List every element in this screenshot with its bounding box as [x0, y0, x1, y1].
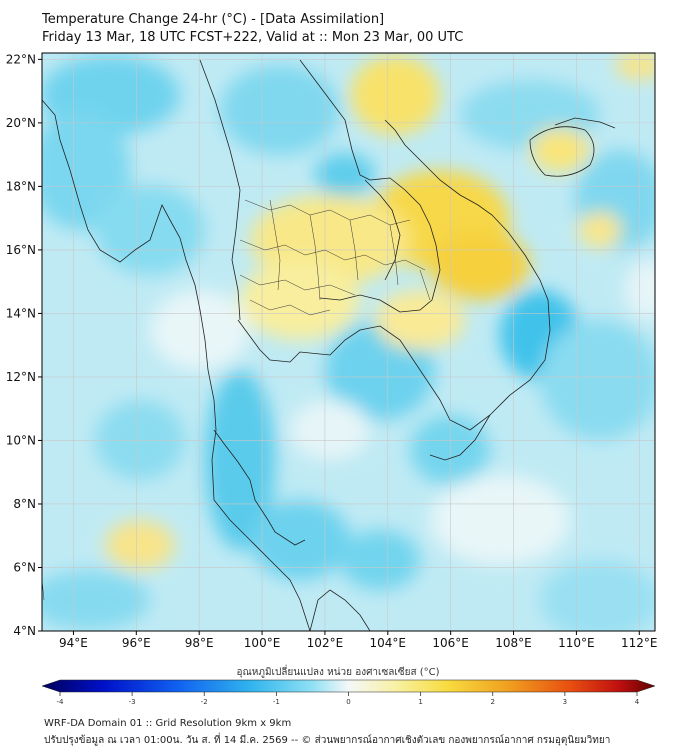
map-title: Temperature Change 24-hr (°C) - [Data As… [42, 12, 385, 27]
lon-tick-label: 100°E [244, 636, 281, 650]
colorbar-ticks: -4 -3 -2 -1 0 1 2 3 4 [57, 692, 640, 706]
colorbar-tick-label: -1 [273, 698, 280, 706]
lat-tick-label: 14°N [6, 306, 36, 320]
lon-tick-label: 106°E [432, 636, 469, 650]
coastlines-borders [42, 59, 616, 631]
footer-model-info: WRF-DA Domain 01 :: Grid Resolution 9km … [44, 718, 292, 729]
colorbar-tick-label: -4 [57, 698, 65, 706]
colorbar-tick-label: 0 [346, 698, 350, 706]
lon-tick-label: 112°E [621, 636, 658, 650]
lat-tick-label: 18°N [6, 179, 36, 193]
lon-tick-label: 96°E [122, 636, 151, 650]
lat-tick-label: 16°N [6, 243, 36, 257]
lon-tick-label: 110°E [558, 636, 595, 650]
lat-tick-label: 12°N [6, 370, 36, 384]
lon-tick-label: 102°E [307, 636, 344, 650]
colorbar-tick-label: 1 [418, 698, 422, 706]
province-borders [42, 199, 431, 601]
temperature-field [42, 53, 655, 631]
colorbar-tick-label: 4 [635, 698, 640, 706]
lon-tick-label: 108°E [495, 636, 532, 650]
lon-tick-label: 98°E [185, 636, 214, 650]
lat-tick-label: 6°N [13, 560, 36, 574]
lat-tick-label: 8°N [13, 497, 36, 511]
graticule [42, 53, 655, 631]
colorbar-tick-label: -3 [129, 698, 136, 706]
lat-tick-label: 22°N [6, 52, 36, 66]
lat-tick-label: 4°N [13, 624, 36, 638]
colorbar-label: อุณหภูมิเปลี่ยนแปลง หน่วย องศาเซลเซียส (… [236, 667, 440, 678]
map-subtitle: Friday 13 Mar, 18 UTC FCST+222, Valid at… [42, 30, 464, 45]
lon-tick-label: 104°E [370, 636, 407, 650]
axis-ticks: 94°E 96°E 98°E 100°E 102°E 104°E 106°E 108°E 110… [6, 52, 658, 650]
colorbar-tick-label: 2 [491, 698, 495, 706]
map-frame [41, 52, 656, 632]
colorbar-tick-label: 3 [563, 698, 567, 706]
colorbar [41, 679, 656, 693]
colorbar-tick-label: -2 [201, 698, 208, 706]
lat-tick-label: 10°N [6, 433, 36, 447]
footer-credit: ปรับปรุงข้อมูล ณ เวลา 01:00น. วัน ส. ที่… [44, 735, 611, 746]
lat-tick-label: 20°N [6, 116, 36, 130]
lon-tick-label: 94°E [59, 636, 88, 650]
